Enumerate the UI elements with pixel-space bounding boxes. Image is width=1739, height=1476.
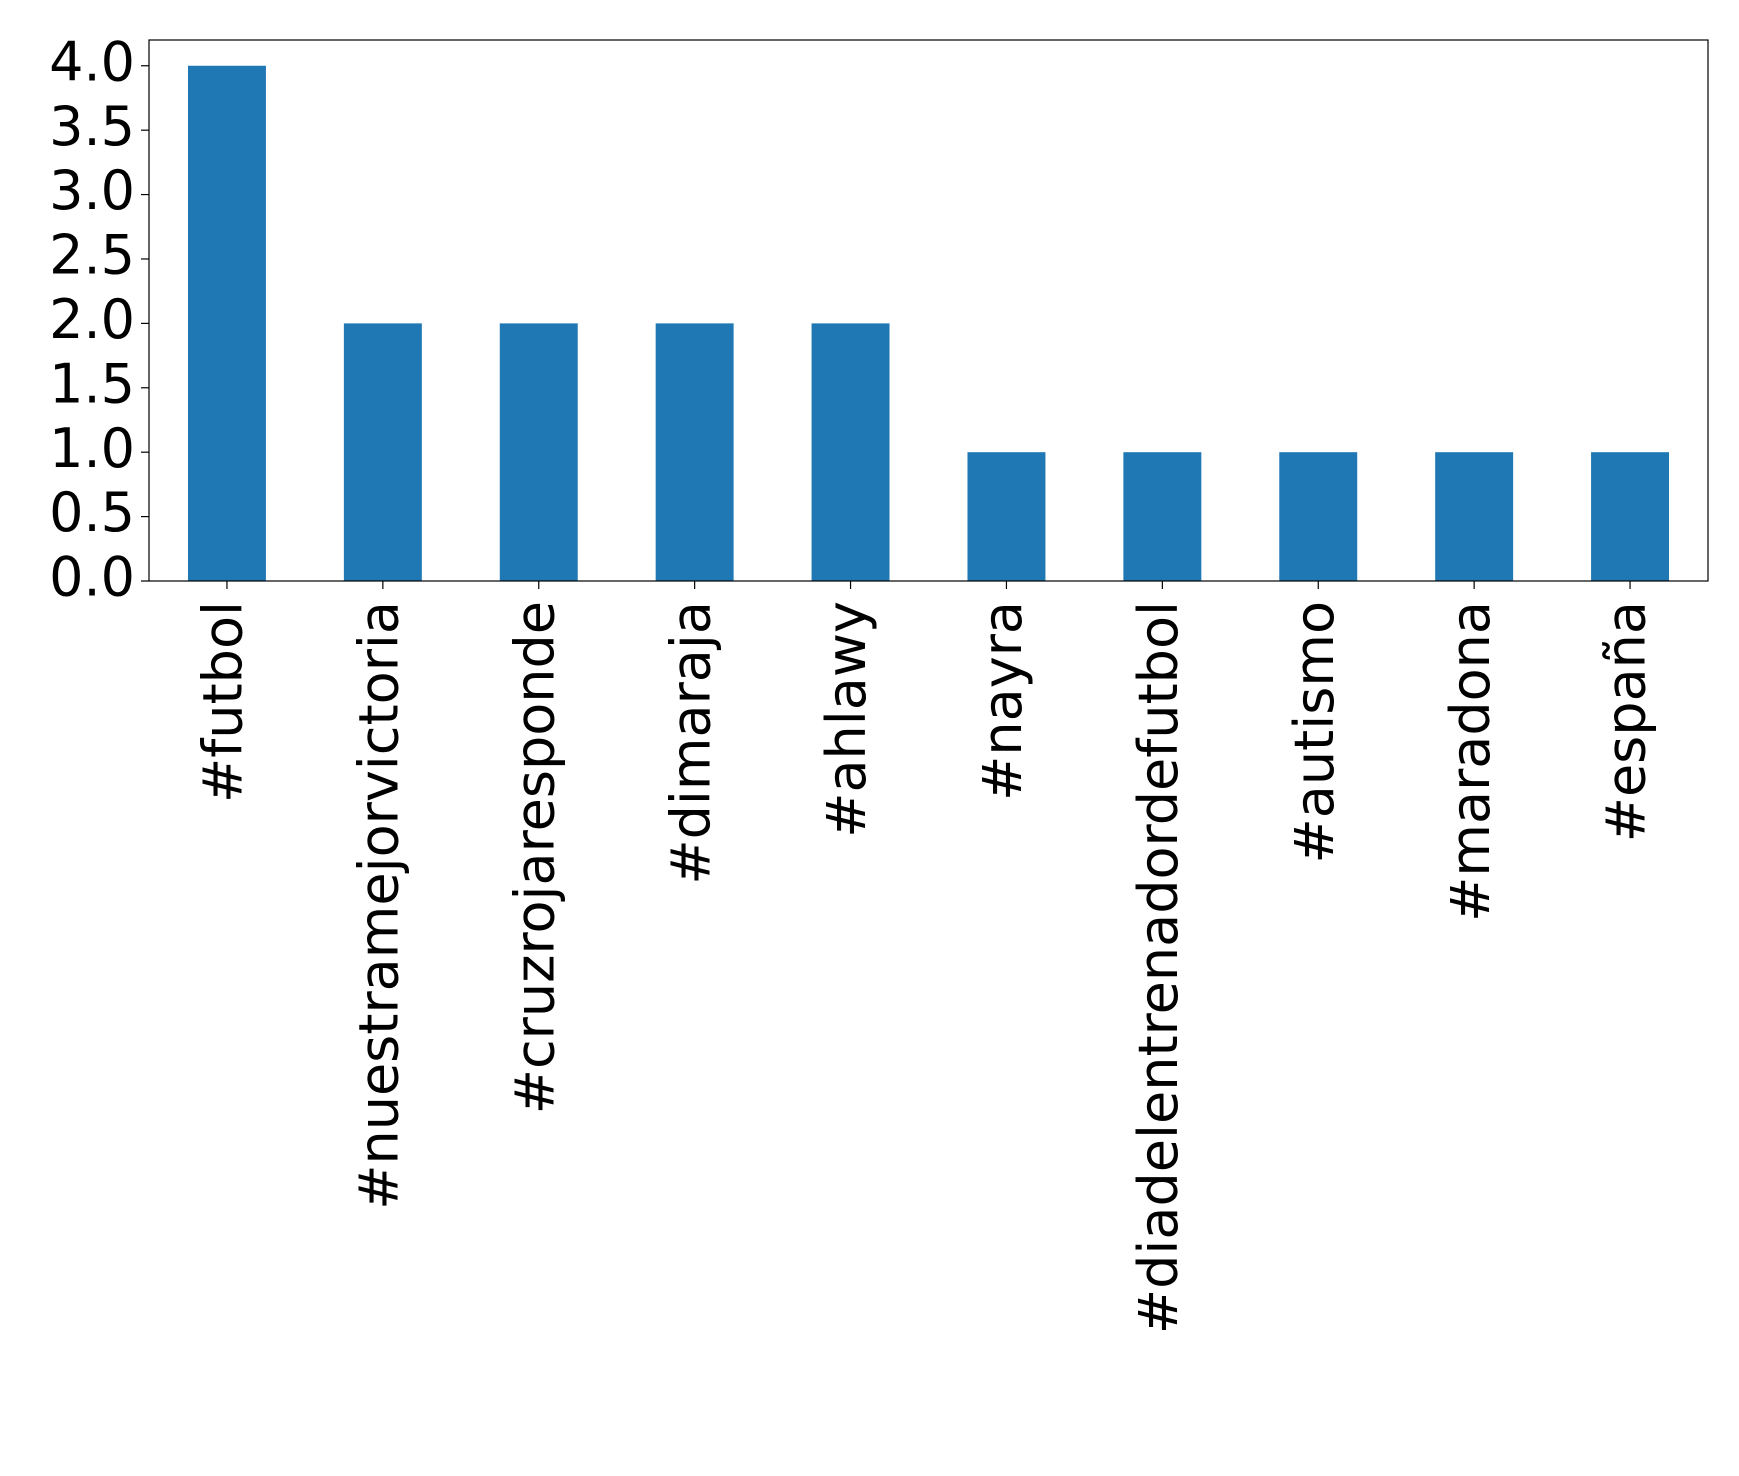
bar (187, 65, 266, 581)
bar (343, 323, 422, 581)
bar (811, 323, 890, 581)
x-tick-label: #cruzrojaresponde (503, 601, 566, 1114)
y-tick-label: 2.5 (49, 224, 135, 287)
y-tick-label: 3.5 (49, 95, 135, 158)
y-tick-label: 0.0 (49, 546, 135, 609)
bar (967, 452, 1046, 581)
x-tick-label: #diadelentrenadordefutbol (1127, 601, 1190, 1334)
x-tick-label: #nayra (971, 601, 1034, 801)
x-tick-label: #españa (1595, 601, 1658, 842)
x-tick-label: #futbol (192, 601, 255, 803)
plot-frame (148, 39, 1709, 582)
bar (499, 323, 578, 581)
y-tick-label: 0.5 (49, 481, 135, 544)
y-tick-label: 4.0 (49, 30, 135, 93)
bar (1435, 452, 1514, 581)
bar (1279, 452, 1358, 581)
bar (655, 323, 734, 581)
x-tick-label: #ahlawy (815, 601, 878, 838)
y-tick-label: 2.0 (49, 288, 135, 351)
x-tick-label: #maradona (1439, 601, 1502, 922)
y-tick-label: 3.0 (49, 159, 135, 222)
x-tick-label: #autismo (1283, 601, 1346, 864)
bar (1123, 452, 1202, 581)
x-tick-label: #nuestramejorvictoria (347, 601, 410, 1210)
y-tick-label: 1.0 (49, 417, 135, 480)
bar (1591, 452, 1670, 581)
y-tick-label: 1.5 (49, 352, 135, 415)
x-tick-label: #dimaraja (659, 601, 722, 885)
